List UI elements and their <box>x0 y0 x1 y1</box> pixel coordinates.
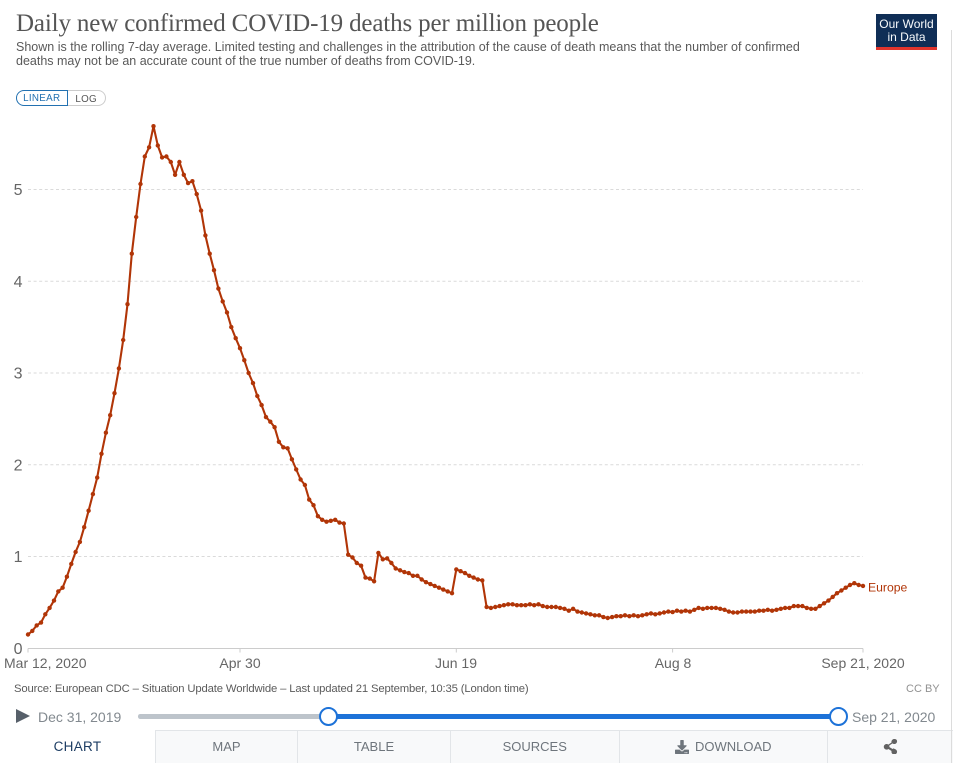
svg-text:Apr 30: Apr 30 <box>219 655 260 671</box>
svg-text:4: 4 <box>14 274 23 291</box>
svg-text:5: 5 <box>14 182 23 199</box>
svg-text:Aug 8: Aug 8 <box>655 655 692 671</box>
svg-text:0: 0 <box>14 641 23 658</box>
svg-text:2: 2 <box>14 457 23 474</box>
svg-text:Mar 12, 2020: Mar 12, 2020 <box>4 655 87 671</box>
svg-text:3: 3 <box>14 366 23 383</box>
svg-text:Europe: Europe <box>868 581 908 595</box>
svg-text:1: 1 <box>14 549 23 566</box>
svg-text:Jun 19: Jun 19 <box>435 655 477 671</box>
svg-text:Sep 21, 2020: Sep 21, 2020 <box>821 655 905 671</box>
